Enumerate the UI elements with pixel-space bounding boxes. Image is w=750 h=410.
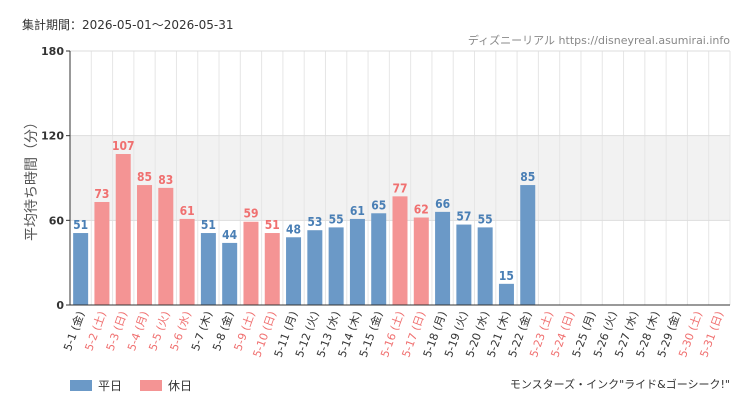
data-label: 85 — [137, 170, 152, 184]
y-tick-label: 120 — [41, 130, 64, 143]
data-label: 44 — [222, 228, 238, 242]
bar — [498, 283, 514, 305]
legend: 平日 休日 — [70, 377, 210, 394]
data-label: 55 — [478, 212, 493, 226]
bar — [222, 242, 238, 305]
bar — [200, 233, 216, 305]
data-label: 51 — [201, 218, 216, 232]
data-label: 85 — [520, 170, 535, 184]
data-label: 51 — [73, 218, 88, 232]
bar — [158, 187, 174, 305]
data-label: 53 — [307, 215, 322, 229]
data-label: 59 — [243, 207, 258, 221]
attraction-name: モンスターズ・インク"ライド&ゴーシーク!" — [509, 378, 730, 391]
bar — [371, 213, 387, 305]
bar — [520, 185, 536, 305]
legend-item-holiday: 休日 — [140, 377, 192, 394]
data-label: 57 — [456, 210, 471, 224]
y-tick-label: 0 — [56, 299, 64, 312]
y-tick-label: 180 — [41, 45, 64, 58]
bar — [328, 227, 344, 305]
data-label: 15 — [499, 269, 514, 283]
data-label: 77 — [392, 181, 407, 195]
bar — [179, 218, 195, 305]
data-label: 61 — [350, 204, 365, 218]
bar — [73, 233, 89, 305]
data-label: 62 — [414, 203, 429, 217]
bar — [477, 227, 493, 305]
bar — [264, 233, 280, 305]
bar — [286, 237, 302, 305]
data-label: 66 — [435, 197, 450, 211]
data-label: 107 — [112, 139, 135, 153]
data-label: 51 — [265, 218, 280, 232]
data-label: 48 — [286, 222, 301, 236]
data-label: 65 — [371, 198, 386, 212]
bar — [137, 185, 153, 305]
bar — [115, 154, 131, 305]
y-tick-label: 60 — [49, 214, 65, 227]
period-label: 集計期間：2026-05-01〜2026-05-31 — [22, 18, 234, 32]
legend-label-holiday: 休日 — [168, 379, 193, 393]
bar — [94, 201, 110, 305]
data-label: 61 — [180, 204, 195, 218]
bar — [392, 196, 408, 305]
bar — [307, 230, 323, 305]
data-label: 55 — [329, 212, 344, 226]
bar — [243, 221, 259, 305]
legend-label-weekday: 平日 — [98, 379, 123, 393]
bar — [349, 218, 365, 305]
data-label: 73 — [94, 187, 109, 201]
bar — [456, 224, 472, 305]
source-label: ディズニーリアル https://disneyreal.asumirai.inf… — [467, 34, 730, 47]
legend-item-weekday: 平日 — [70, 377, 122, 394]
bar — [435, 211, 451, 305]
legend-swatch-holiday — [140, 380, 163, 391]
bar — [413, 217, 429, 305]
data-label: 83 — [158, 173, 173, 187]
y-axis-label: 平均待ち時間（分） — [24, 115, 40, 241]
legend-swatch-weekday — [70, 380, 92, 391]
